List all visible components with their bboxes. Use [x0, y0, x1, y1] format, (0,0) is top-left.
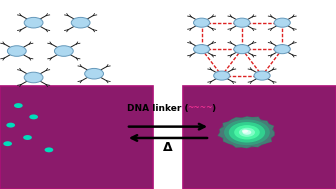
Polygon shape [218, 117, 274, 148]
Circle shape [214, 71, 230, 80]
Circle shape [71, 17, 90, 28]
Circle shape [254, 71, 270, 80]
Circle shape [239, 128, 255, 137]
Circle shape [7, 46, 26, 56]
Circle shape [243, 130, 251, 135]
Circle shape [219, 117, 275, 148]
Circle shape [54, 46, 73, 56]
Circle shape [85, 68, 103, 79]
Circle shape [45, 147, 53, 152]
Circle shape [23, 135, 32, 140]
Circle shape [224, 119, 270, 145]
Circle shape [194, 18, 210, 27]
Circle shape [234, 18, 250, 27]
Circle shape [29, 115, 38, 119]
Text: ~~~~: ~~~~ [187, 103, 213, 112]
Text: Δ: Δ [163, 141, 173, 154]
Bar [183, 86, 336, 189]
Text: DNA linker (: DNA linker ( [127, 104, 189, 113]
Bar [0, 86, 153, 189]
Circle shape [234, 125, 260, 139]
Circle shape [6, 123, 15, 128]
Circle shape [229, 122, 265, 143]
Circle shape [14, 103, 23, 108]
Text: ): ) [211, 104, 215, 113]
Circle shape [242, 129, 248, 133]
Circle shape [194, 45, 210, 54]
Circle shape [3, 141, 12, 146]
Circle shape [274, 45, 290, 54]
Circle shape [234, 45, 250, 54]
Circle shape [274, 18, 290, 27]
Circle shape [24, 72, 43, 83]
Circle shape [24, 17, 43, 28]
